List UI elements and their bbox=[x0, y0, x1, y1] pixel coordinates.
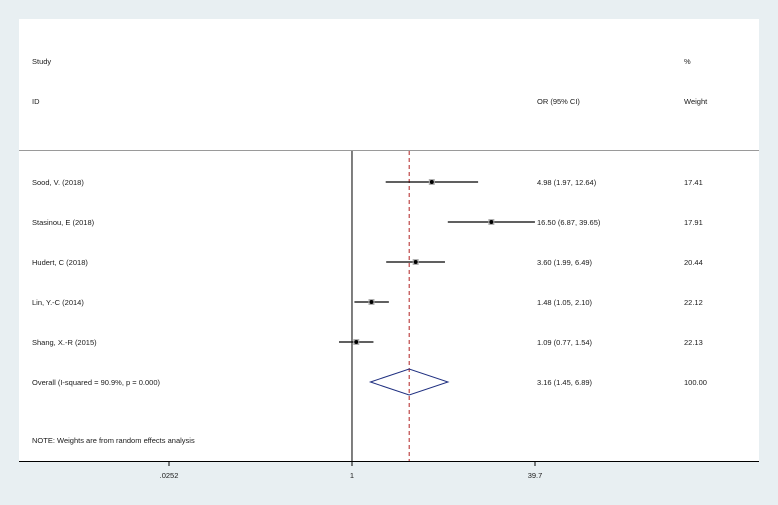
header-study: Study bbox=[32, 57, 51, 66]
overall-diamond bbox=[368, 368, 450, 396]
x-tick-label: .0252 bbox=[160, 471, 179, 480]
weight-value: 22.12 bbox=[684, 298, 703, 307]
point-estimate bbox=[429, 180, 434, 184]
study-rows: Sood, V. (2018) 4.98 (1.97, 12.64) 17.41 St… bbox=[32, 178, 707, 396]
x-tick-label: 1 bbox=[350, 471, 354, 480]
point-estimate bbox=[354, 340, 359, 344]
or-ci-value: 1.09 (0.77, 1.54) bbox=[537, 338, 593, 347]
point-estimate bbox=[413, 260, 418, 264]
random-effects-note: NOTE: Weights are from random effects an… bbox=[32, 436, 195, 445]
study-label: Lin, Y.-C (2014) bbox=[32, 298, 84, 307]
x-tick-label: 39.7 bbox=[528, 471, 543, 480]
or-ci-value: 4.98 (1.97, 12.64) bbox=[537, 178, 597, 187]
or-ci-value: 1.48 (1.05, 2.10) bbox=[537, 298, 593, 307]
header-or-ci: OR (95% CI) bbox=[537, 97, 580, 106]
study-label: Sood, V. (2018) bbox=[32, 178, 84, 187]
study-label: Hudert, C (2018) bbox=[32, 258, 88, 267]
overall-label: Overall (I-squared = 90.9%, p = 0.000) bbox=[32, 378, 160, 387]
overall-or-ci-value: 3.16 (1.45, 6.89) bbox=[537, 378, 593, 387]
weight-value: 20.44 bbox=[684, 258, 703, 267]
forest-plot: Study ID OR (95% CI) % Weight Sood, V. (… bbox=[19, 57, 759, 462]
point-estimate bbox=[369, 300, 374, 304]
study-label: Stasinou, E (2018) bbox=[32, 218, 95, 227]
weight-value: 22.13 bbox=[684, 338, 703, 347]
or-ci-value: 3.60 (1.99, 6.49) bbox=[537, 258, 593, 267]
overall-weight-value: 100.00 bbox=[684, 378, 707, 387]
weight-value: 17.91 bbox=[684, 218, 703, 227]
or-ci-value: 16.50 (6.87, 39.65) bbox=[537, 218, 601, 227]
header-percent: % bbox=[684, 57, 691, 66]
point-estimate bbox=[489, 220, 494, 224]
header-id: ID bbox=[32, 97, 40, 106]
plot-panel: Study ID OR (95% CI) % Weight Sood, V. (… bbox=[19, 19, 759, 462]
header-weight: Weight bbox=[684, 97, 708, 106]
study-label: Shang, X.-R (2015) bbox=[32, 338, 97, 347]
weight-value: 17.41 bbox=[684, 178, 703, 187]
x-axis-ticks: .0252 1 39.7 bbox=[160, 462, 543, 480]
